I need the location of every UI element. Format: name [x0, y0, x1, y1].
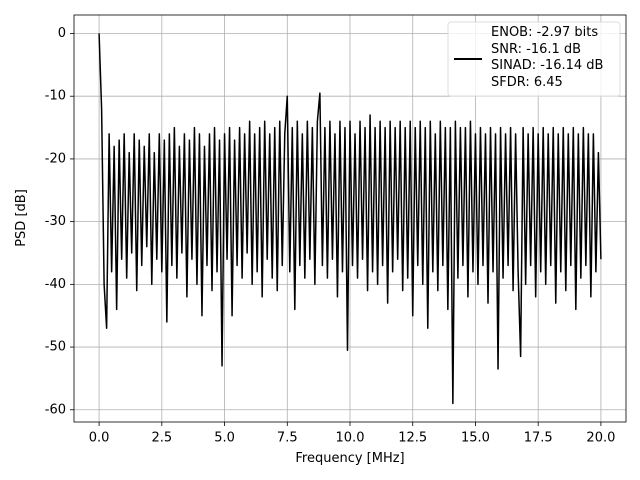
x-tick-label: 10.0 — [336, 431, 365, 446]
y-tick-label: -30 — [45, 214, 66, 229]
x-tick-label: 20.0 — [586, 431, 615, 446]
x-tick-label: 2.5 — [151, 431, 172, 446]
x-axis-label: Frequency [MHz] — [295, 451, 404, 466]
y-tick-label: -10 — [45, 89, 66, 104]
y-tick-label: -50 — [45, 340, 66, 355]
y-tick-label: -20 — [45, 151, 66, 166]
plot-frame — [73, 14, 627, 423]
x-tick-label: 5.0 — [214, 431, 235, 446]
y-tick-label: -60 — [45, 402, 66, 417]
x-tick-label: 17.5 — [524, 431, 553, 446]
legend-label: ENOB: -2.97 bits SNR: -16.1 dB SINAD: -1… — [491, 25, 604, 90]
x-tick-label: 12.5 — [398, 431, 427, 446]
legend-box — [447, 21, 621, 97]
y-axis-label: PSD [dB] — [14, 189, 29, 247]
y-tick-label: 0 — [58, 26, 66, 41]
data-line — [98, 33, 602, 405]
x-tick-label: 15.0 — [461, 431, 490, 446]
x-tick-label: 7.5 — [277, 431, 298, 446]
y-tick-label: -40 — [45, 277, 66, 292]
x-tick-label: 0.0 — [89, 431, 110, 446]
